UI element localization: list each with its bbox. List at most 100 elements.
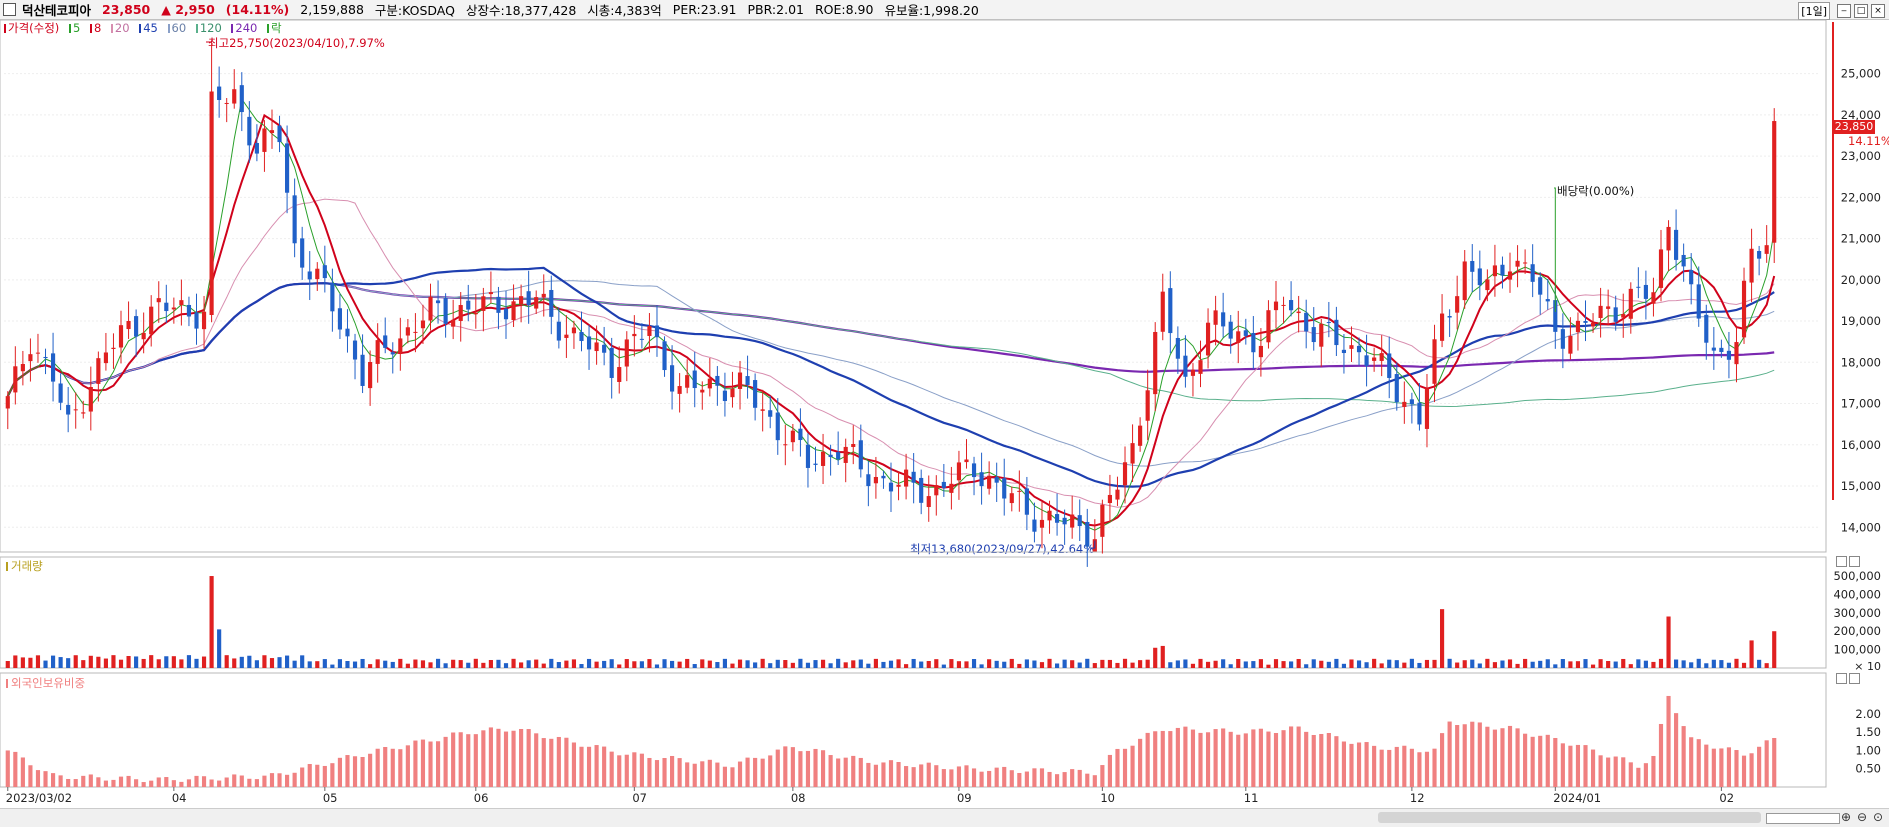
foreign-ratio-bar	[322, 765, 327, 787]
foreign-ratio-bar	[360, 756, 365, 787]
foreign-ratio-bar	[1590, 749, 1596, 787]
candle-body	[1741, 280, 1747, 338]
candle-body	[375, 340, 380, 364]
ma60-line	[7, 280, 1775, 467]
foreign-ratio-bar	[1515, 728, 1520, 787]
foreign-ratio-bar	[1326, 733, 1331, 787]
volume-bar	[360, 658, 365, 668]
foreign-ratio-bar	[435, 741, 441, 787]
foreign-ratio-bar	[217, 780, 222, 787]
foreign-ratio-bar	[1477, 722, 1482, 787]
volume-tick-label: 200,000	[1833, 624, 1881, 638]
foreign-ratio-bar	[1115, 748, 1120, 787]
foreign-ratio-bar	[473, 734, 478, 787]
date-tick-label: 2024/01	[1553, 791, 1601, 805]
maximize-icon[interactable]: □	[1854, 4, 1868, 18]
legend-ma5[interactable]: 5	[68, 21, 80, 35]
volume-bar	[873, 658, 878, 668]
horizontal-scrollbar[interactable]	[1378, 812, 1761, 823]
volume-bar	[88, 655, 93, 668]
foreign-ratio-bar	[247, 778, 252, 787]
legend-price[interactable]: 가격(수정)	[4, 21, 59, 35]
volume-bar	[775, 659, 780, 668]
foreign-ratio-bar	[209, 779, 214, 787]
foreign-ratio-bar	[1032, 768, 1037, 787]
volume-bar	[609, 659, 614, 668]
price-panel-frame	[0, 19, 1827, 553]
foreign-ratio-bar	[768, 755, 773, 787]
candle-body	[858, 440, 863, 470]
volume-bar	[685, 658, 690, 668]
foreign-title-swatch	[6, 679, 8, 688]
legend-ma60[interactable]: 60	[167, 21, 186, 35]
candle-body	[209, 91, 214, 315]
candle-body	[224, 102, 229, 104]
foreign-ratio-bar	[96, 777, 101, 787]
period-selector[interactable]: [1일]	[1798, 2, 1830, 20]
panel-close-icon[interactable]	[1849, 556, 1860, 567]
volume-bar	[1228, 664, 1233, 668]
volume-bar	[1077, 662, 1082, 668]
foreign-ratio-bar	[5, 750, 10, 787]
volume-panel-controls	[1836, 556, 1860, 567]
close-icon[interactable]: ×	[1871, 4, 1885, 18]
foreign-ratio-bar	[1085, 773, 1090, 787]
legend-dividend[interactable]: 락	[267, 21, 282, 35]
legend-swatch	[89, 24, 92, 33]
zoom-slider[interactable]	[1766, 813, 1840, 824]
volume-bar	[549, 658, 554, 668]
volume-bar	[888, 660, 894, 668]
legend-ma20[interactable]: 20	[110, 21, 130, 35]
foreign-ratio-bar	[1492, 729, 1497, 787]
legend-ma45[interactable]: 45	[139, 21, 158, 35]
volume-bar	[1575, 661, 1581, 668]
zoom-in-icon[interactable]: ⊕	[1841, 810, 1852, 824]
candle-body	[511, 301, 516, 321]
legend-ma120[interactable]: 120	[195, 21, 222, 35]
foreign-ratio-bar	[375, 748, 380, 787]
ma120-line	[7, 282, 1775, 408]
volume-bar	[383, 660, 388, 668]
foreign-ratio-bar	[1198, 732, 1203, 787]
price-tick-label: 23,000	[1841, 149, 1881, 163]
foreign-ratio-bar	[1689, 737, 1694, 787]
candle-body	[1417, 402, 1422, 425]
candle-body	[919, 477, 924, 503]
volume-bar	[964, 661, 969, 668]
candle-body	[1296, 311, 1301, 314]
legend-ma240[interactable]: 240	[231, 21, 257, 35]
candle-body	[564, 334, 569, 338]
select-checkbox[interactable]	[3, 3, 16, 16]
roe-value: ROE:8.90	[814, 2, 874, 17]
zoom-reset-icon[interactable]: ⊙	[1873, 810, 1884, 824]
volume-bar	[715, 662, 720, 668]
candle-body	[435, 300, 441, 304]
foreign-ratio-bar	[1077, 769, 1082, 787]
volume-bar	[239, 656, 244, 668]
foreign-ratio-bar	[330, 763, 335, 787]
panel-minimize-icon[interactable]	[1836, 673, 1847, 684]
candle-body	[1749, 248, 1754, 283]
foreign-ratio-bar	[987, 770, 992, 787]
candle-body	[1024, 488, 1029, 515]
panel-minimize-icon[interactable]	[1836, 556, 1847, 567]
minimize-icon[interactable]: ‒	[1837, 4, 1851, 18]
candle-body	[971, 463, 977, 478]
price-tick-label: 25,000	[1841, 67, 1881, 81]
foreign-ratio-bar	[496, 728, 501, 787]
date-tick-label: 08	[791, 791, 806, 805]
candle-body	[277, 125, 282, 143]
volume-bar	[405, 663, 410, 668]
volume-bar	[1553, 664, 1558, 668]
zoom-out-icon[interactable]: ⊖	[1857, 810, 1868, 824]
panel-close-icon[interactable]	[1849, 673, 1860, 684]
legend-ma8[interactable]: 8	[89, 21, 101, 35]
foreign-ratio-bar	[790, 747, 795, 787]
foreign-ratio-bar	[1606, 757, 1611, 787]
candle-body	[722, 390, 727, 402]
foreign-ratio-bar	[1107, 754, 1112, 787]
foreign-ratio-bar	[345, 755, 350, 787]
candle-body	[579, 332, 584, 342]
market-type: 구분:KOSDAQ	[374, 3, 455, 18]
